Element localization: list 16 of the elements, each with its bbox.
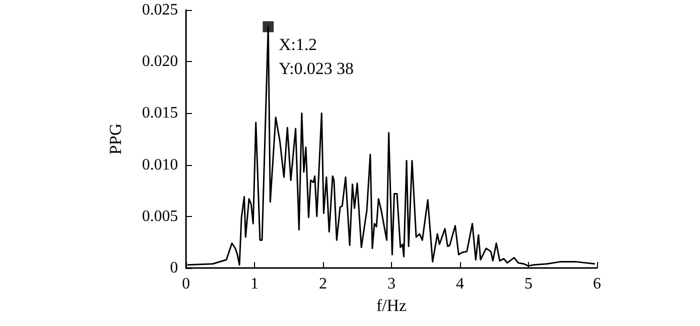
x-tick-label: 0 <box>182 276 190 292</box>
x-tick-label: 4 <box>456 276 464 292</box>
y-tick-label: 0.005 <box>142 208 178 225</box>
x-tick-label: 5 <box>524 276 532 292</box>
y-tick-label: 0.020 <box>142 53 178 70</box>
y-tick-label: 0.025 <box>142 2 178 18</box>
x-tick-label: 6 <box>593 276 601 292</box>
y-axis-title: PPG <box>106 123 125 155</box>
annotation: X:1.2 Y:0.023 38 <box>278 35 354 78</box>
x-axis-title: f/Hz <box>376 296 408 315</box>
y-tick-label: 0.010 <box>142 156 178 174</box>
y-tick-label: 0 <box>170 260 178 276</box>
x-tick-label: 3 <box>388 276 396 292</box>
y-tick-label: 0.015 <box>142 104 178 122</box>
x-tick-label: 2 <box>319 276 327 292</box>
x-tick-label: 1 <box>250 276 258 292</box>
